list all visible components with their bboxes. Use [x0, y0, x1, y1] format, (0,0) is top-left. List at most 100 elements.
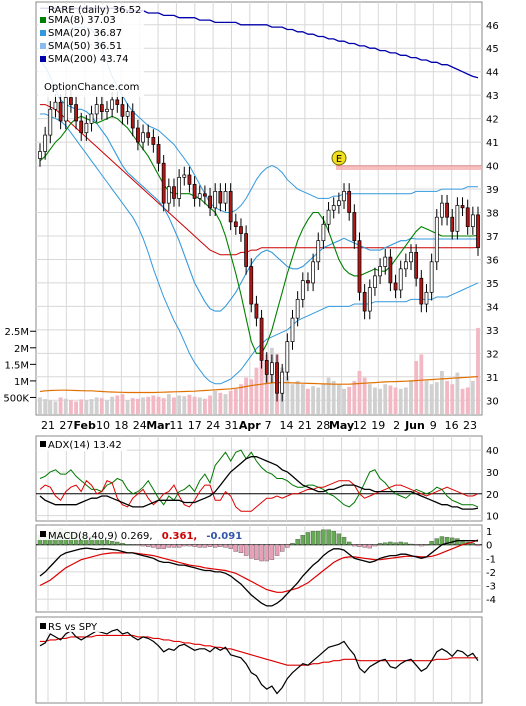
- volume-bar: [125, 400, 130, 414]
- macd-tick-label: 0: [486, 541, 492, 552]
- candle-body: [342, 191, 346, 202]
- macd-histogram-bar: [393, 542, 398, 545]
- price-tick-label: 37: [486, 232, 499, 243]
- x-axis-label: 27: [59, 419, 73, 432]
- volume-bar: [321, 384, 326, 414]
- volume-bar: [166, 394, 171, 414]
- adx-legend-swatch: [40, 441, 46, 447]
- macd-histogram-bar: [434, 538, 439, 545]
- candle-body: [192, 184, 197, 199]
- macd-histogram-bar: [243, 544, 249, 556]
- adx-tick-label: 10: [486, 512, 499, 523]
- candle-body: [280, 371, 285, 394]
- legend-label: SMA(8) 37.03: [48, 15, 116, 26]
- macd-signal-line: [39, 539, 479, 593]
- candle-body: [306, 280, 310, 284]
- volume-bar: [74, 401, 78, 414]
- macd-histogram-bar: [187, 544, 192, 547]
- macd-histogram-bar: [424, 544, 429, 546]
- macd-histogram-bar: [161, 544, 166, 549]
- legend-swatch: [40, 30, 46, 36]
- volume-bar: [352, 380, 357, 414]
- candle-body: [156, 144, 161, 164]
- macd-histogram-bar: [280, 544, 285, 552]
- candle-body: [58, 101, 63, 122]
- volume-tick-label: 2.5M: [4, 327, 29, 338]
- macd-histogram-bar: [444, 537, 450, 545]
- macd-tick-label: -3: [486, 582, 496, 593]
- macd-legend: MACD(8,40,9) 0.269,: [48, 531, 153, 542]
- candle-body: [115, 99, 120, 105]
- macd-histogram-bar: [166, 544, 172, 548]
- volume-bar: [362, 377, 367, 414]
- macd-histogram-bar: [218, 544, 223, 547]
- volume-bar: [470, 380, 475, 414]
- rs-lines: [39, 628, 479, 695]
- event-level-band: [336, 166, 482, 170]
- x-axis-label: 18: [114, 419, 128, 432]
- volume-bar: [295, 380, 300, 414]
- macd-line: [39, 539, 479, 607]
- volume-bar: [357, 370, 362, 414]
- price-tick-label: 46: [486, 21, 499, 32]
- volume-bar: [249, 379, 254, 414]
- price-tick-label: 35: [486, 279, 499, 290]
- candle-body: [110, 99, 115, 110]
- volume-bar: [228, 390, 233, 414]
- candle-body: [326, 209, 331, 225]
- volume-bar: [424, 380, 429, 414]
- volume-bar: [285, 375, 290, 414]
- macd-histogram-bar: [429, 541, 434, 545]
- x-axis-label: 11: [169, 419, 183, 432]
- rs-legend-swatch: [40, 623, 46, 629]
- macd-histogram-bar: [135, 544, 141, 546]
- candle-body: [388, 256, 393, 284]
- price-tick-label: 30: [486, 396, 499, 407]
- volume-bar: [455, 372, 460, 414]
- volume-bar: [254, 367, 259, 414]
- x-axis-label: 23: [463, 419, 477, 432]
- candle-body: [136, 127, 140, 143]
- macd-histogram-bar: [202, 544, 208, 548]
- candle-body: [94, 104, 99, 115]
- macd-histogram-bar: [290, 543, 295, 545]
- volume-tick-label: 1M: [14, 377, 29, 388]
- volume-bar: [161, 398, 166, 414]
- volume-y-axis: 2.5M 2M 1.5M 1M 500K: [3, 327, 36, 404]
- macd-histogram-bar: [146, 544, 151, 547]
- candle-body: [455, 205, 460, 232]
- volume-average-line: [39, 376, 479, 394]
- candle-body: [187, 174, 192, 185]
- price-tick-label: 36: [486, 255, 499, 266]
- volume-bar: [208, 395, 212, 414]
- price-tick-label: 33: [486, 326, 499, 337]
- event-marker: E: [331, 150, 482, 170]
- volume-bar: [213, 390, 218, 414]
- legend-swatch: [40, 43, 46, 49]
- macd-histogram-bar: [377, 543, 383, 545]
- candle-body: [465, 207, 470, 227]
- candle-body: [223, 191, 228, 204]
- volume-tick-label: 1.5M: [4, 360, 29, 371]
- candle-body: [74, 104, 78, 122]
- macd-histogram-bar: [140, 544, 146, 547]
- x-axis-label: Feb: [73, 419, 96, 432]
- price-tick-label: 41: [486, 138, 499, 149]
- macd-histogram-bar: [372, 544, 378, 547]
- candle-body: [409, 252, 413, 263]
- candle-body: [84, 122, 89, 134]
- candle-body: [393, 282, 398, 291]
- candle-body: [63, 97, 68, 122]
- volume-bar: [182, 396, 187, 414]
- candle-body: [460, 205, 465, 209]
- volume-bar: [69, 400, 73, 414]
- macd-histogram-bar: [285, 544, 290, 548]
- adx-line: [39, 456, 479, 510]
- x-axis-label: Mar: [146, 419, 170, 432]
- volume-bar: [300, 384, 305, 414]
- adx-tick-label: 30: [486, 468, 499, 479]
- macd-histogram-bar: [398, 541, 403, 545]
- x-axis-label: Jun: [404, 419, 425, 432]
- x-axis-label: 10: [96, 419, 110, 432]
- macd-histogram-bar: [233, 544, 238, 552]
